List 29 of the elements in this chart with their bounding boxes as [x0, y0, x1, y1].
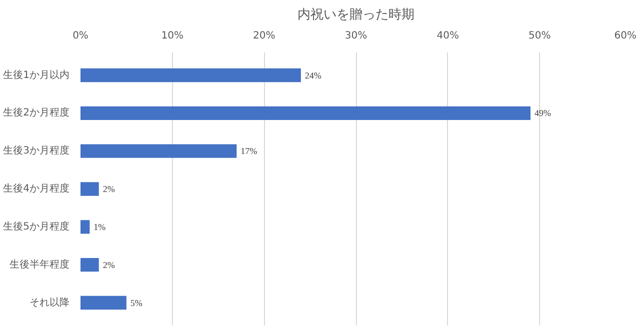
bar	[80, 258, 99, 272]
data-label: 5%	[130, 298, 143, 308]
bar	[80, 68, 301, 82]
x-tick-label: 20%	[253, 30, 276, 42]
bar	[80, 220, 90, 234]
x-tick-label: 50%	[528, 30, 551, 42]
y-tick-label: 生後3か月程度	[3, 144, 70, 157]
data-label: 2%	[102, 184, 116, 194]
data-label: 24%	[304, 70, 322, 80]
bar	[80, 144, 237, 158]
data-label: 1%	[94, 222, 106, 232]
bar	[80, 182, 99, 196]
x-tick-label: 60%	[614, 30, 637, 42]
y-tick-label: それ以降	[30, 296, 70, 308]
y-tick-label: 生後1か月以内	[3, 68, 70, 81]
y-tick-label: 生後半年程度	[10, 258, 70, 270]
x-tick-label: 30%	[344, 30, 368, 42]
data-label: 49%	[534, 108, 552, 118]
chart-title: 内祝いを贈った時期	[298, 8, 414, 22]
bar	[80, 296, 126, 310]
x-tick-label: 40%	[436, 30, 459, 42]
x-tick-label: 10%	[161, 30, 184, 42]
data-label: 2%	[102, 260, 116, 270]
bar	[80, 106, 530, 120]
x-tick-label: 0%	[72, 30, 88, 42]
y-tick-label: 生後5か月程度	[3, 220, 70, 232]
data-label: 17%	[240, 146, 258, 156]
y-tick-label: 生後4か月程度	[3, 182, 70, 194]
y-tick-label: 生後2か月程度	[3, 106, 70, 119]
